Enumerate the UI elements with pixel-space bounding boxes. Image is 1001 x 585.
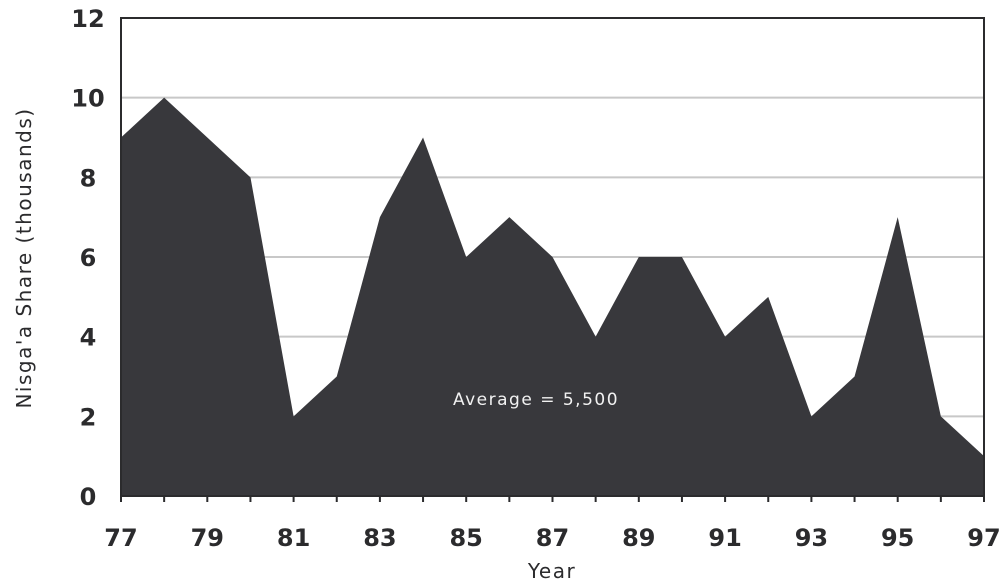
average-annotation: Average = 5,500: [453, 390, 619, 410]
x-tick-label: 81: [277, 524, 310, 552]
y-tick-label: 2: [80, 403, 97, 431]
x-tick-label: 93: [795, 524, 828, 552]
y-tick-label: 6: [80, 244, 97, 272]
x-axis-title: Year: [527, 559, 576, 583]
y-tick-label: 12: [71, 5, 104, 33]
x-tick-label: 95: [881, 524, 914, 552]
x-tick-label: 91: [708, 524, 741, 552]
x-tick-label: 85: [449, 524, 482, 552]
y-tick-label: 10: [71, 85, 104, 113]
x-tick-label: 87: [536, 524, 569, 552]
x-tick-label: 83: [363, 524, 396, 552]
y-tick-label: 4: [80, 324, 97, 352]
x-tick-label: 97: [967, 524, 1000, 552]
y-tick-label: 0: [80, 483, 97, 511]
x-tick-label: 89: [622, 524, 655, 552]
y-tick-label: 8: [80, 164, 97, 192]
x-axis: 77 79 81 83 85 87 89 91 93 95 97: [104, 496, 1001, 552]
x-tick-label: 77: [104, 524, 137, 552]
y-axis: 0 2 4 6 8 10 12: [71, 5, 104, 511]
area-series: [121, 97, 984, 497]
x-tick-label: 79: [191, 524, 224, 552]
y-axis-title: Nisga'a Share (thousands): [12, 107, 36, 408]
